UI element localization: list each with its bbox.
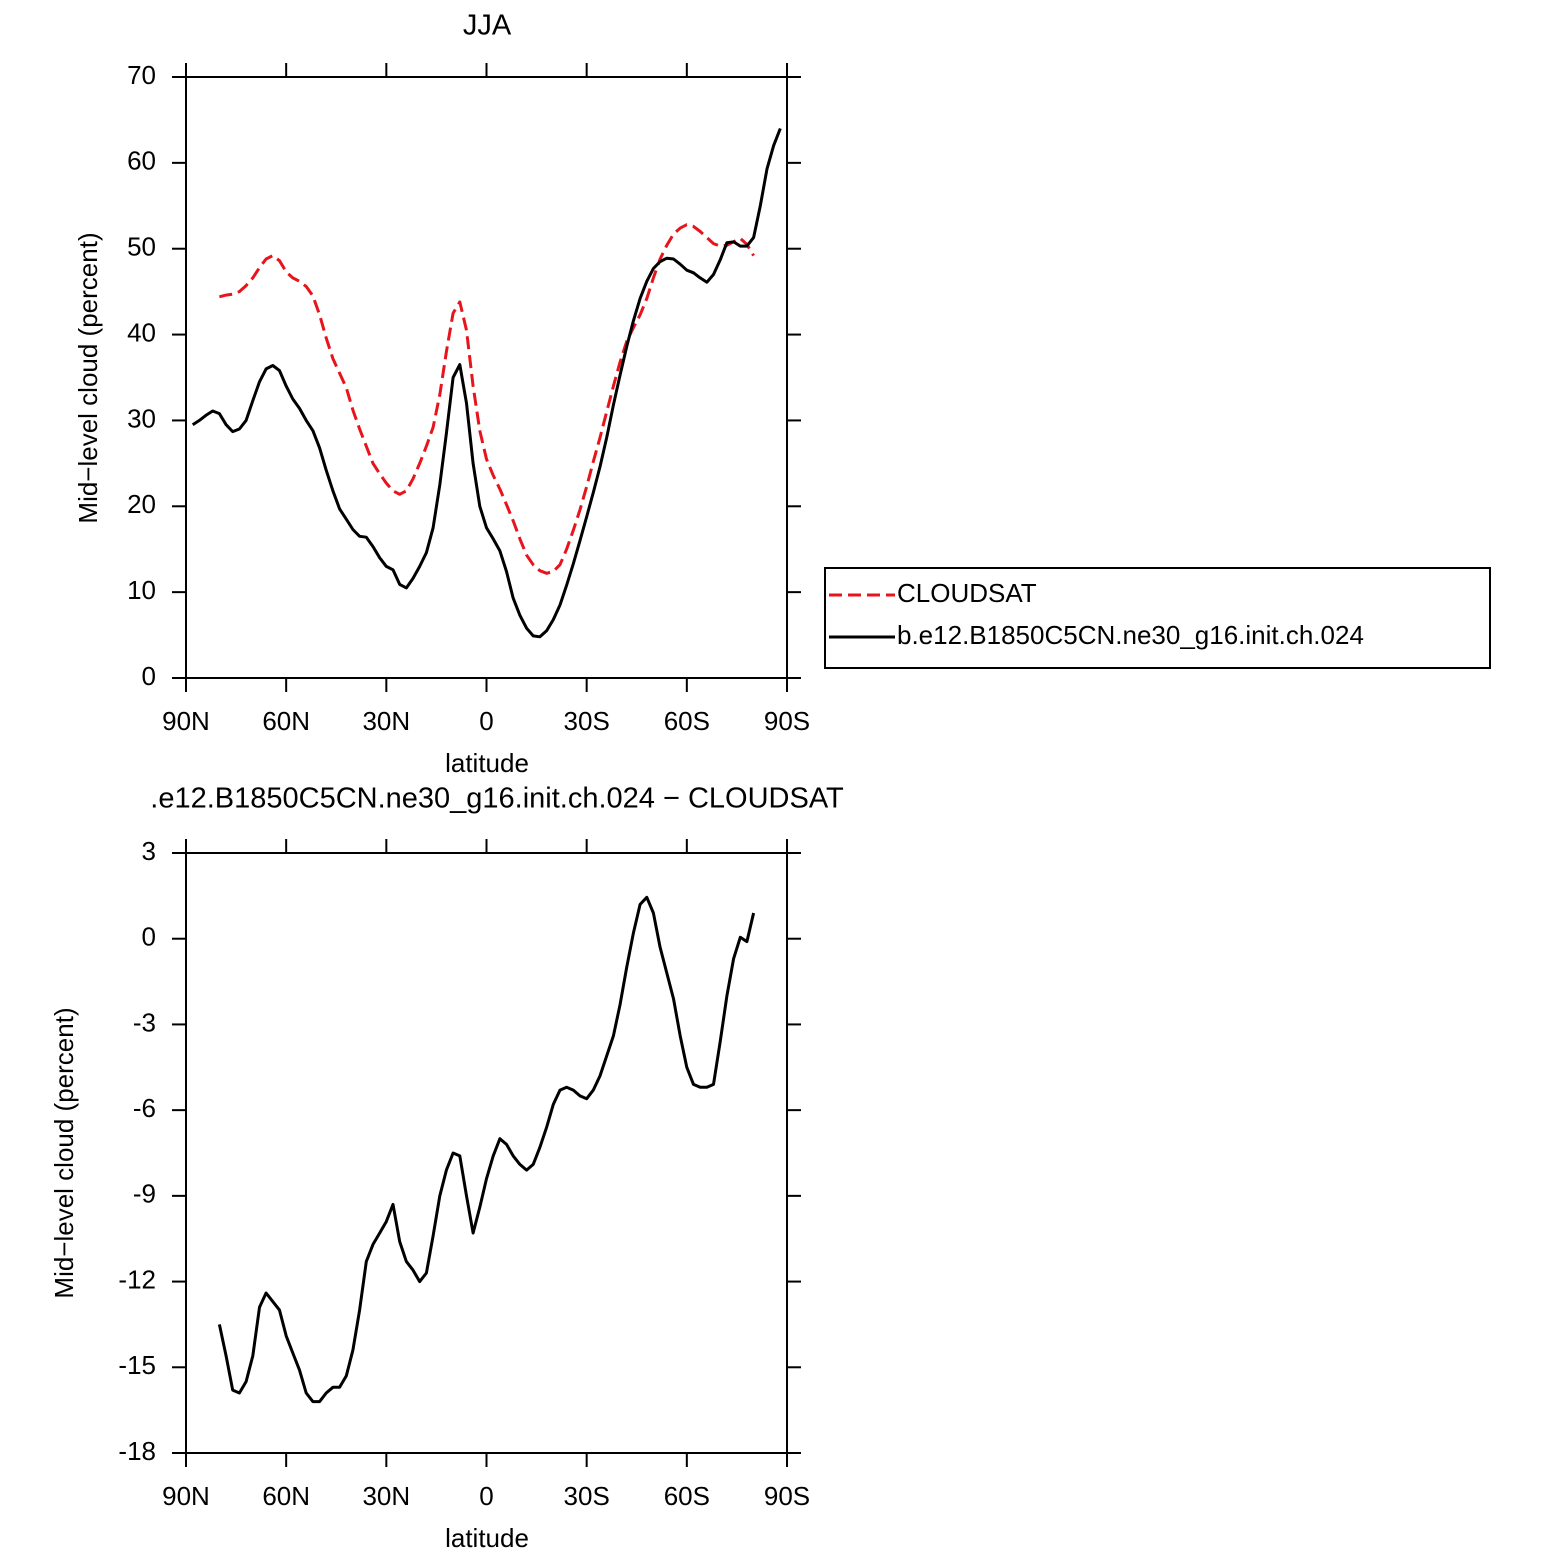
chart-title: JJA	[463, 10, 512, 42]
x-tick-label: 30N	[362, 1481, 410, 1511]
y-tick-label: -15	[118, 1350, 156, 1380]
y-tick-label: -6	[133, 1093, 156, 1123]
y-tick-label: -3	[133, 1007, 156, 1037]
y-tick-label: -9	[133, 1179, 156, 1209]
y-axis-label: Mid−level cloud (percent)	[73, 232, 103, 523]
x-tick-label: 0	[479, 1481, 493, 1511]
y-tick-label: 70	[127, 60, 156, 90]
y-tick-label: 50	[127, 232, 156, 262]
legend-box	[824, 567, 1491, 669]
legend-label: CLOUDSAT	[897, 578, 1037, 608]
chart-title: .e12.B1850C5CN.ne30_g16.init.ch.024 − CL…	[150, 783, 844, 815]
y-tick-label: 30	[127, 403, 156, 433]
y-tick-label: -12	[118, 1264, 156, 1294]
y-tick-label: 20	[127, 489, 156, 519]
x-tick-label: 0	[479, 706, 493, 736]
data-line	[191, 127, 782, 639]
y-axis-label: Mid−level cloud (percent)	[49, 1007, 79, 1298]
x-tick-label: 60N	[262, 1481, 310, 1511]
x-tick-label: 90N	[162, 706, 210, 736]
legend-label: b.e12.B1850C5CN.ne30_g16.init.ch.024	[897, 620, 1364, 650]
plot-frame	[185, 76, 788, 679]
x-tick-label: 90S	[764, 1481, 810, 1511]
x-tick-label: 90N	[162, 1481, 210, 1511]
y-tick-label: 60	[127, 146, 156, 176]
x-tick-label: 30S	[564, 706, 610, 736]
plot-frame	[185, 852, 788, 1454]
data-line	[219, 223, 755, 575]
x-axis-label: latitude	[445, 748, 529, 778]
y-tick-label: 0	[142, 922, 156, 952]
data-line	[217, 895, 756, 1404]
y-tick-label: 40	[127, 317, 156, 347]
x-tick-label: 90S	[764, 706, 810, 736]
x-tick-label: 60S	[664, 1481, 710, 1511]
y-tick-label: 10	[127, 575, 156, 605]
y-tick-label: 0	[142, 661, 156, 691]
y-tick-label: -18	[118, 1436, 156, 1466]
x-tick-label: 60S	[664, 706, 710, 736]
y-tick-label: 3	[142, 836, 156, 866]
x-tick-label: 30N	[362, 706, 410, 736]
x-tick-label: 30S	[564, 1481, 610, 1511]
x-axis-label: latitude	[445, 1523, 529, 1553]
x-tick-label: 60N	[262, 706, 310, 736]
